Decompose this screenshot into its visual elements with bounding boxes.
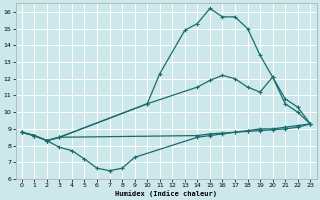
X-axis label: Humidex (Indice chaleur): Humidex (Indice chaleur) [115, 190, 217, 197]
